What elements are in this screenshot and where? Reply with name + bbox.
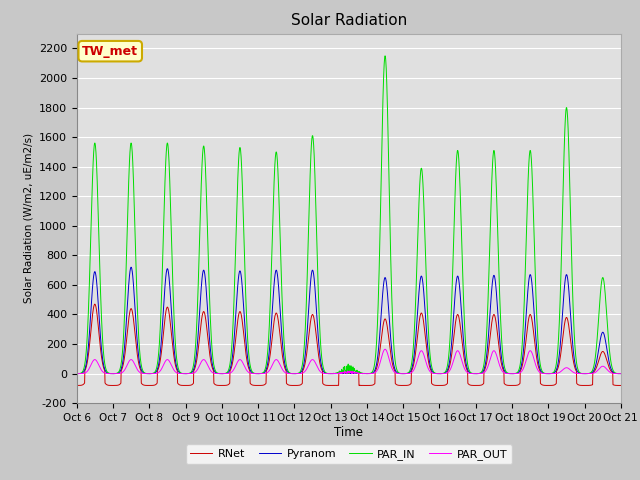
RNet <box>73 383 81 388</box>
Pyranom <box>377 319 385 325</box>
PAR_OUT <box>584 371 592 376</box>
Pyranom <box>584 371 592 376</box>
RNet <box>508 383 515 388</box>
RNet <box>328 383 335 388</box>
PAR_OUT <box>376 360 384 365</box>
PAR_OUT <box>507 371 515 376</box>
PAR_OUT <box>617 371 625 376</box>
Line: RNet: RNet <box>77 304 621 385</box>
Pyranom <box>508 371 515 376</box>
PAR_OUT <box>365 371 372 376</box>
Line: PAR_OUT: PAR_OUT <box>77 349 621 373</box>
RNet <box>365 383 372 388</box>
PAR_IN <box>569 299 577 305</box>
Line: PAR_IN: PAR_IN <box>77 56 621 373</box>
RNet <box>584 383 592 388</box>
PAR_OUT <box>545 371 552 376</box>
PAR_IN <box>376 223 384 229</box>
Pyranom <box>225 369 232 374</box>
Legend: RNet, Pyranom, PAR_IN, PAR_OUT: RNet, Pyranom, PAR_IN, PAR_OUT <box>186 444 512 464</box>
Pyranom <box>570 347 577 352</box>
Pyranom <box>327 371 335 376</box>
Title: Solar Radiation: Solar Radiation <box>291 13 407 28</box>
PAR_OUT <box>225 371 232 376</box>
Y-axis label: Solar Radiation (W/m2, uE/m2/s): Solar Radiation (W/m2, uE/m2/s) <box>23 133 33 303</box>
Pyranom <box>365 371 372 376</box>
PAR_IN <box>381 53 388 59</box>
Pyranom <box>617 371 625 376</box>
PAR_IN <box>225 367 232 373</box>
Pyranom <box>127 264 135 270</box>
PAR_IN <box>73 371 81 376</box>
RNet <box>570 357 577 363</box>
PAR_IN <box>507 371 515 376</box>
PAR_OUT <box>381 347 388 352</box>
X-axis label: Time: Time <box>334 426 364 439</box>
Text: TW_met: TW_met <box>82 45 138 58</box>
Pyranom <box>73 371 81 376</box>
PAR_IN <box>581 371 589 376</box>
Line: Pyranom: Pyranom <box>77 267 621 373</box>
PAR_OUT <box>570 369 577 375</box>
RNet <box>225 382 232 387</box>
PAR_IN <box>584 371 592 376</box>
RNet <box>377 341 385 347</box>
PAR_IN <box>365 371 372 376</box>
PAR_OUT <box>73 371 81 376</box>
RNet <box>617 383 625 388</box>
RNet <box>91 301 99 307</box>
PAR_IN <box>617 371 625 376</box>
